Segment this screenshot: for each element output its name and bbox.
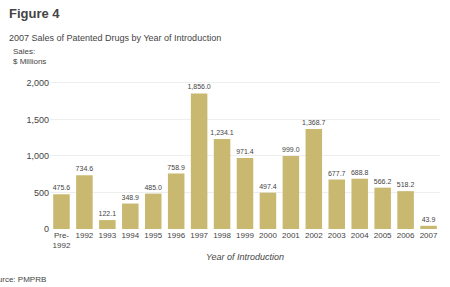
- svg-text:758.9: 758.9: [167, 164, 185, 171]
- svg-text:497.4: 497.4: [259, 183, 277, 190]
- svg-text:677.7: 677.7: [328, 170, 346, 177]
- svg-text:2000: 2000: [259, 231, 277, 240]
- svg-text:2007: 2007: [420, 231, 438, 240]
- svg-text:1996: 1996: [167, 231, 185, 240]
- svg-text:1997: 1997: [190, 231, 208, 240]
- svg-text:1,234.1: 1,234.1: [210, 129, 233, 136]
- svg-text:1998: 1998: [213, 231, 231, 240]
- svg-text:2,000: 2,000: [26, 78, 49, 88]
- svg-text:1,856.0: 1,856.0: [187, 83, 210, 90]
- svg-text:518.2: 518.2: [397, 181, 415, 188]
- svg-text:475.6: 475.6: [53, 184, 71, 191]
- svg-text:2007 Sales of Patented Drugs b: 2007 Sales of Patented Drugs by Year of …: [9, 33, 221, 43]
- svg-text:1995: 1995: [144, 231, 162, 240]
- svg-text:971.4: 971.4: [236, 148, 254, 155]
- svg-text:43.9: 43.9: [422, 216, 436, 223]
- svg-text:Source: PMPRB: Source: PMPRB: [0, 275, 46, 284]
- svg-text:122.1: 122.1: [99, 210, 117, 217]
- svg-text:0: 0: [44, 224, 49, 234]
- svg-text:2001: 2001: [282, 231, 300, 240]
- svg-text:1994: 1994: [121, 231, 139, 240]
- svg-text:2002: 2002: [305, 231, 323, 240]
- svg-text:999.0: 999.0: [282, 146, 300, 153]
- svg-text:1,000: 1,000: [26, 151, 49, 161]
- svg-text:Pre-1992: Pre-1992: [53, 231, 71, 250]
- svg-text:1,368.7: 1,368.7: [302, 119, 325, 126]
- svg-text:566.2: 566.2: [374, 178, 392, 185]
- svg-text:734.6: 734.6: [76, 165, 94, 172]
- svg-text:688.8: 688.8: [351, 169, 369, 176]
- svg-text:2004: 2004: [351, 231, 369, 240]
- svg-text:Figure 4: Figure 4: [9, 6, 60, 21]
- svg-text:500: 500: [34, 188, 49, 198]
- svg-text:2006: 2006: [397, 231, 415, 240]
- svg-text:485.0: 485.0: [144, 184, 162, 191]
- svg-text:2005: 2005: [374, 231, 392, 240]
- svg-text:348.9: 348.9: [121, 194, 139, 201]
- svg-text:1993: 1993: [98, 231, 116, 240]
- svg-text:1992: 1992: [76, 231, 94, 240]
- svg-text:1,500: 1,500: [26, 115, 49, 125]
- svg-text:2003: 2003: [328, 231, 346, 240]
- svg-text:1999: 1999: [236, 231, 254, 240]
- svg-text:Sales:$ Millions: Sales:$ Millions: [13, 47, 46, 66]
- svg-text:Year of Introduction: Year of Introduction: [206, 252, 284, 262]
